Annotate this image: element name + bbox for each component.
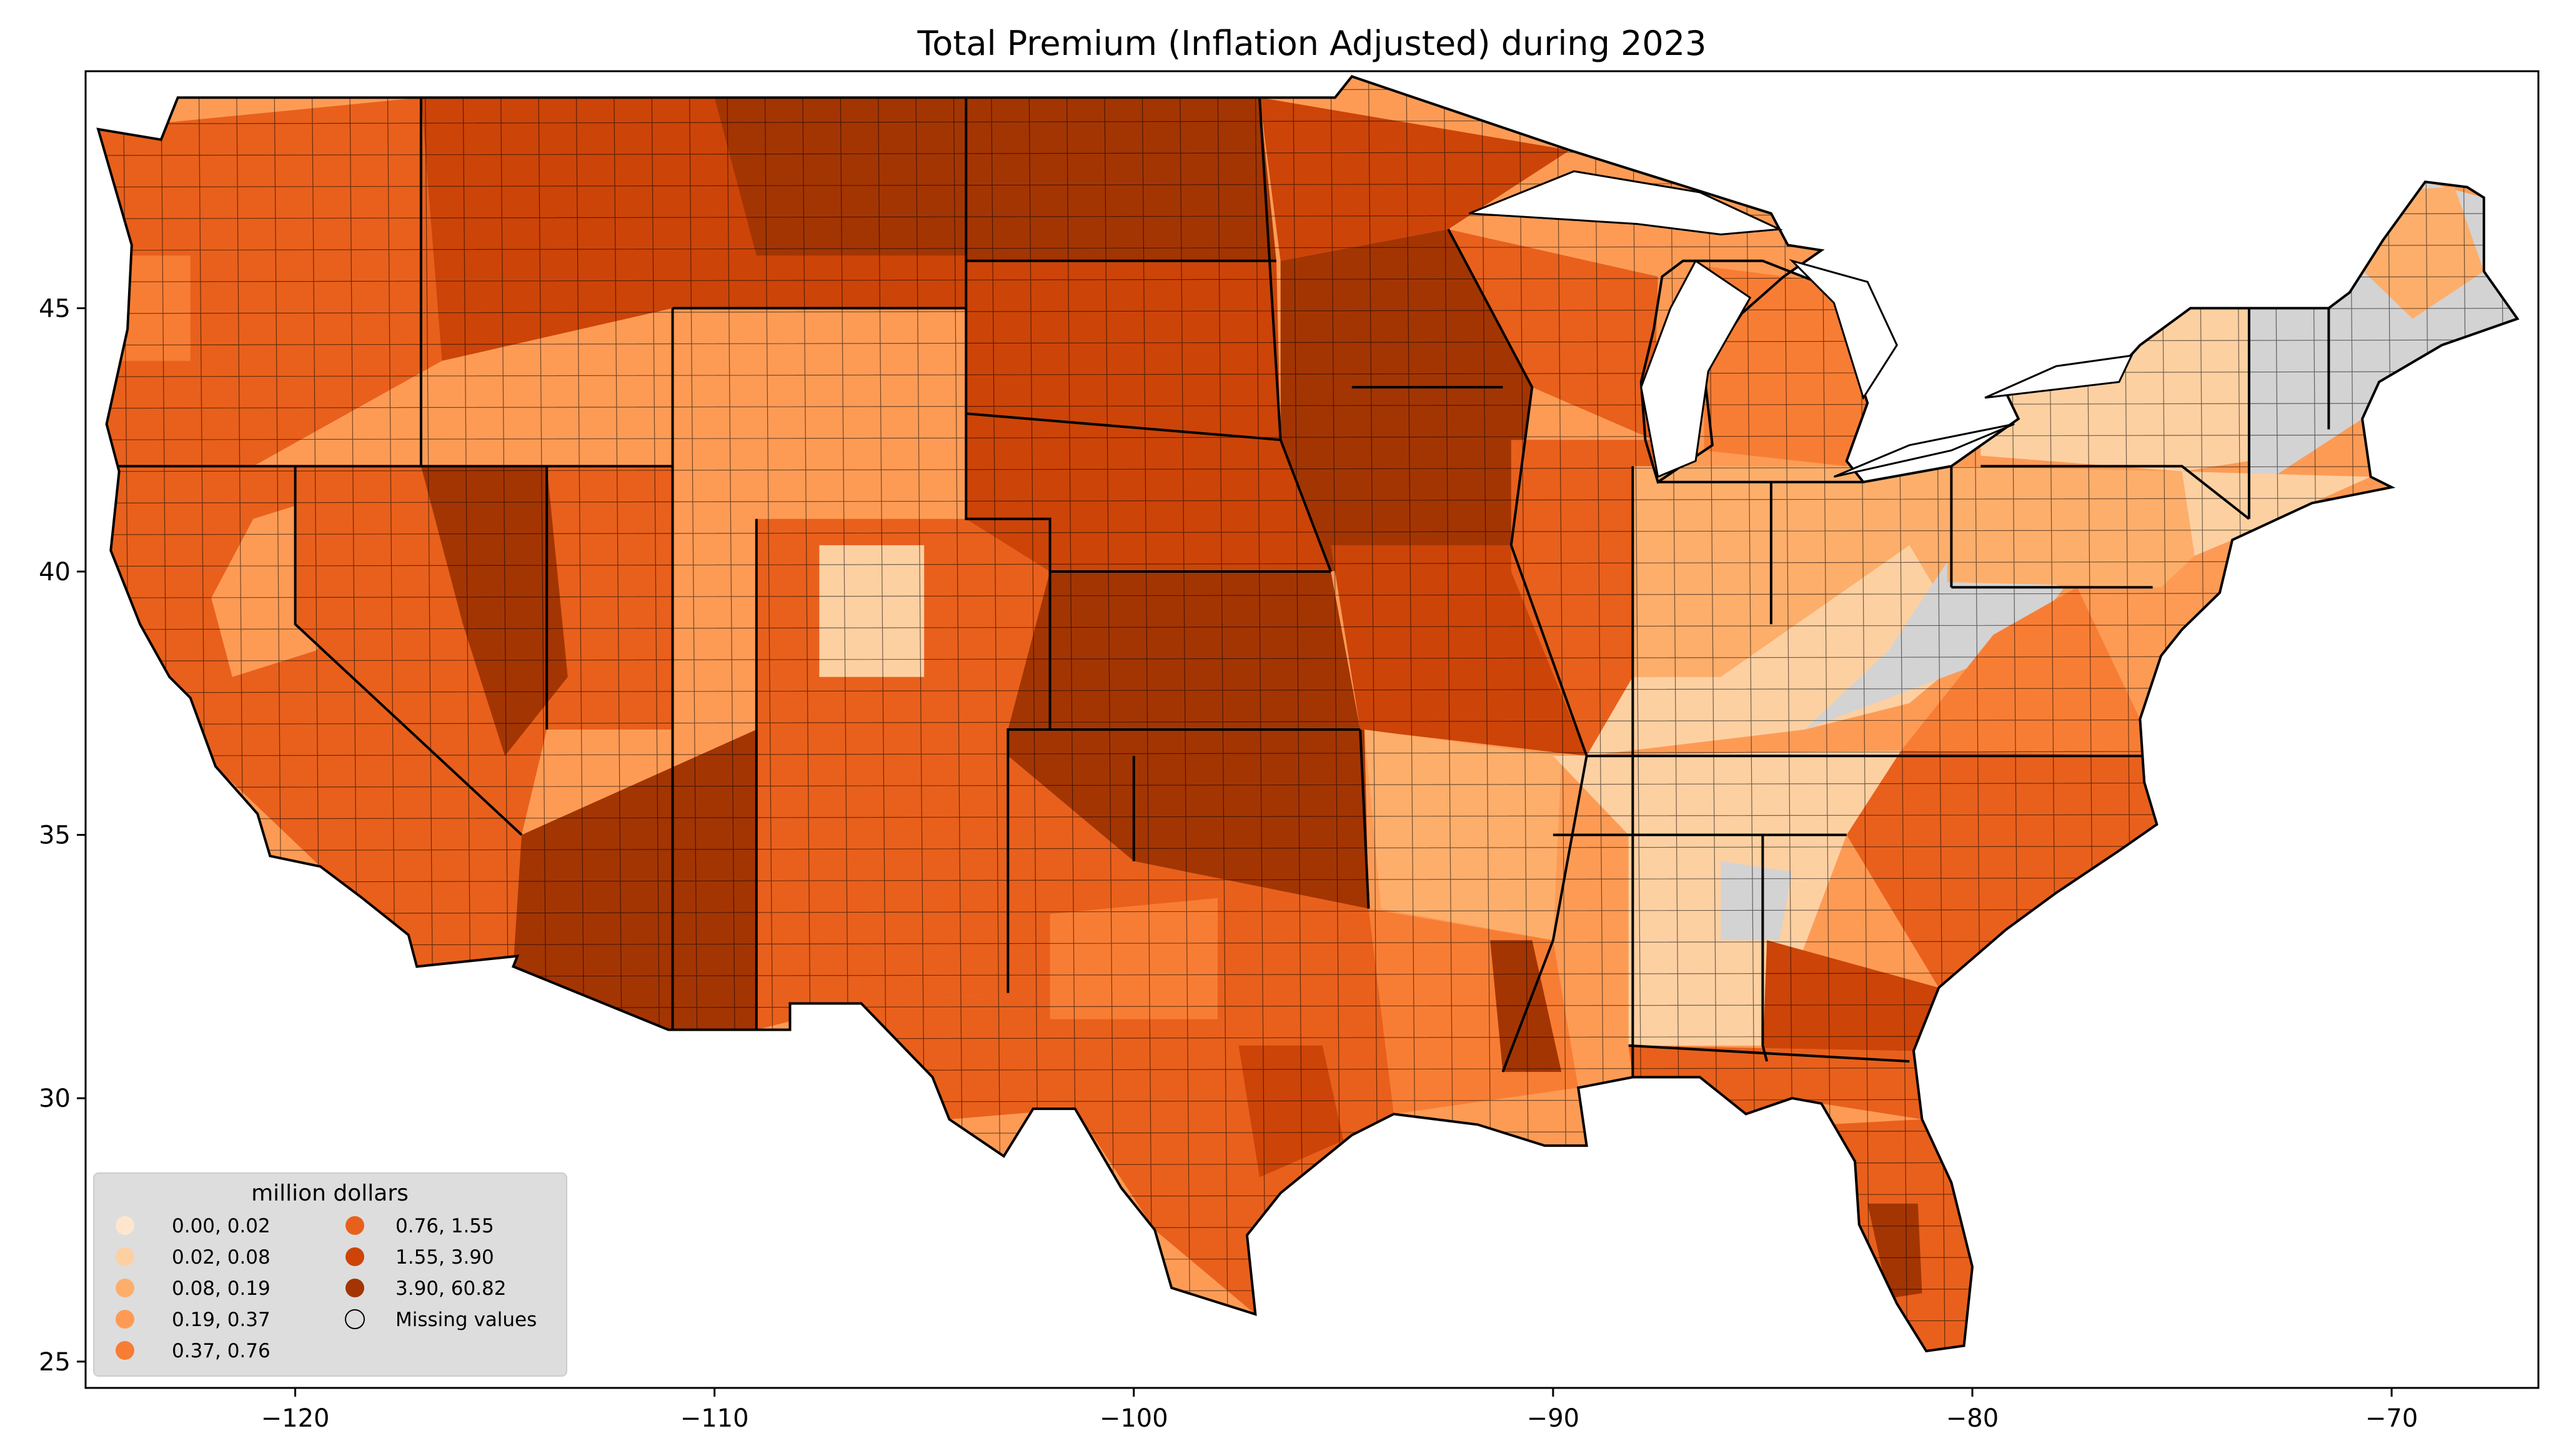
legend-label: 0.02, 0.08 [172, 1246, 271, 1269]
legend-marker [116, 1216, 134, 1235]
y-tick-label: 25 [39, 1348, 71, 1377]
chart-title: Total Premium (Inflation Adjusted) durin… [917, 24, 1707, 63]
y-axis: 25 30 35 40 45 [39, 294, 86, 1377]
region-16 [1008, 730, 1369, 909]
legend-label: 0.08, 0.19 [172, 1277, 271, 1300]
region-35 [1762, 940, 1939, 1056]
x-tick-label: −120 [261, 1404, 330, 1433]
legend-marker [116, 1279, 134, 1297]
region-24 [1050, 898, 1218, 1019]
legend-label: Missing values [395, 1309, 537, 1331]
legend-marker [345, 1279, 364, 1297]
legend-title: million dollars [251, 1181, 409, 1206]
region-45 [1490, 940, 1562, 1072]
x-tick-label: −70 [2365, 1404, 2418, 1433]
legend-marker [345, 1216, 364, 1235]
region-34 [1846, 750, 2157, 988]
region-26 [1511, 440, 1658, 756]
region-30 [1804, 555, 2065, 730]
legend-marker [345, 1309, 365, 1329]
plot-frame [84, 70, 2540, 1389]
legend-label: 0.76, 1.55 [395, 1215, 494, 1237]
region-31 [1553, 750, 1901, 835]
region-44 [2182, 471, 2371, 556]
legend-box [93, 1172, 567, 1377]
x-tick-label: −100 [1100, 1404, 1168, 1433]
region-39 [1901, 587, 2157, 756]
region-36 [1628, 1045, 1922, 1119]
region-40 [1947, 466, 2195, 588]
region-7 [714, 97, 966, 256]
us-counties-map [96, 75, 2520, 1353]
legend-label: 3.90, 60.82 [395, 1277, 506, 1300]
region-17 [1260, 97, 1570, 261]
legend-label: 0.19, 0.37 [172, 1309, 271, 1331]
x-tick-label: −80 [1946, 1404, 1999, 1433]
region-23 [1238, 1045, 1344, 1177]
legend-label: 0.00, 0.02 [172, 1215, 271, 1237]
region-25 [1448, 229, 1658, 440]
region-12 [966, 97, 1276, 261]
region-11 [756, 730, 1008, 1030]
legend-marker [116, 1247, 134, 1266]
legend-marker [116, 1341, 134, 1360]
lake-1 [1640, 259, 1752, 478]
lake-2 [1789, 259, 1898, 400]
y-tick-label: 40 [39, 558, 71, 587]
region-10 [819, 545, 925, 677]
legend-label: 0.37, 0.76 [172, 1340, 271, 1362]
y-tick-label: 30 [39, 1084, 71, 1113]
y-tick-label: 35 [39, 821, 71, 850]
x-tick-label: −110 [680, 1404, 749, 1433]
legend-marker [116, 1310, 134, 1329]
region-0 [98, 97, 442, 467]
region-8 [672, 308, 966, 519]
legend-label: 1.55, 3.90 [395, 1246, 494, 1269]
region-1 [106, 466, 522, 967]
x-tick-label: −90 [1527, 1404, 1579, 1433]
region-29 [1586, 545, 1972, 756]
region-20 [1364, 730, 1562, 941]
region-4 [420, 466, 568, 756]
region-5 [513, 730, 757, 1030]
state-borders [106, 97, 2330, 1077]
region-38 [1867, 1203, 1922, 1299]
region-18 [1280, 229, 1533, 572]
y-tick-label: 45 [39, 294, 71, 323]
region-13 [966, 260, 1281, 440]
coastline [96, 75, 2520, 1353]
legend-marker [345, 1247, 364, 1266]
lake-3 [1833, 423, 2015, 478]
lake-0 [1469, 170, 1784, 235]
lake-4 [1984, 354, 2134, 399]
x-axis: −120 −110 −100 −90 −80 −70 [261, 1388, 2418, 1433]
legend: million dollars 0.00, 0.02 0.02, 0.08 0.08… [93, 1172, 567, 1377]
region-33 [1721, 861, 1792, 941]
